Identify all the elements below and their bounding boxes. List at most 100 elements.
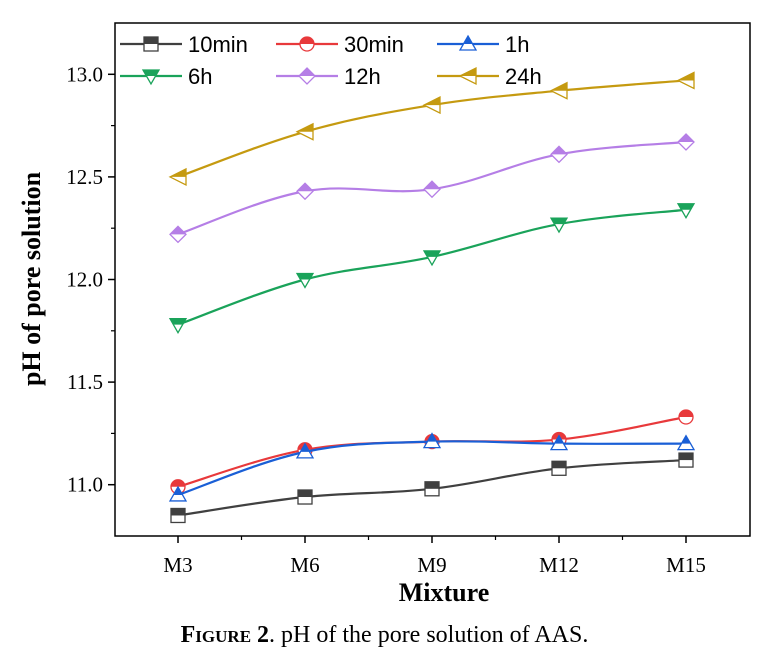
marker-fill <box>171 479 185 487</box>
y-axis-title: pH of pore solution <box>17 171 46 386</box>
series-line-30min <box>177 415 687 488</box>
x-tick-label: M6 <box>290 553 319 577</box>
marker-fill <box>424 250 440 257</box>
y-tick-label: 12.0 <box>66 268 103 292</box>
x-axis: M3 M6 M9 M12 M15 <box>163 536 706 577</box>
marker-fill <box>679 453 693 461</box>
data-point-6h <box>168 317 188 334</box>
marker-fill <box>551 82 567 91</box>
legend-item-1h: 1h <box>437 32 529 57</box>
marker-fill <box>170 226 186 235</box>
data-point-12h <box>677 133 695 151</box>
series-line-24h <box>177 79 687 178</box>
marker-fill <box>297 273 313 280</box>
data-point-6h <box>676 203 696 220</box>
data-point-10min <box>297 489 313 505</box>
marker-fill <box>424 181 440 190</box>
marker-fill <box>171 508 185 516</box>
data-point-24h <box>676 71 695 90</box>
marker-fill <box>679 409 693 417</box>
legend-label: 12h <box>344 64 381 89</box>
chart: 11.0 11.5 12.0 12.5 13.0 M3 M6 M9 M12 M15 10min 3… <box>17 22 751 607</box>
series-line-6h <box>177 208 687 326</box>
figure-label: Figure 2 <box>180 622 270 648</box>
data-point-6h <box>295 272 315 289</box>
legend-label: 10min <box>188 32 248 57</box>
legend-item-24h: 24h <box>437 64 542 89</box>
marker-fill <box>170 168 186 177</box>
caption-text: . pH of the pore solution of AAS. <box>269 622 589 648</box>
marker-fill <box>300 37 314 44</box>
data-point-24h <box>549 81 568 100</box>
marker-fill <box>552 461 566 469</box>
legend-marker <box>298 67 316 85</box>
series-layer <box>168 71 696 524</box>
marker-fill <box>143 70 159 76</box>
legend-marker <box>458 34 478 51</box>
y-tick-label: 11.0 <box>67 473 103 497</box>
marker-fill <box>299 68 315 76</box>
x-tick-label: M9 <box>417 553 446 577</box>
y-axis: 11.0 11.5 12.0 12.5 13.0 <box>66 62 115 497</box>
marker-fill <box>297 183 313 192</box>
legend-label: 30min <box>344 32 404 57</box>
marker-fill <box>551 218 567 225</box>
marker-fill <box>170 318 186 325</box>
x-axis-title: Mixture <box>399 578 490 607</box>
data-point-24h <box>295 122 314 141</box>
legend: 10min 30min 1h 6h 12h 24h <box>120 32 542 89</box>
data-point-12h <box>550 145 568 164</box>
y-tick-label: 13.0 <box>66 62 103 86</box>
marker-fill <box>301 443 309 452</box>
marker-fill <box>678 134 694 143</box>
data-point-1h <box>295 442 315 459</box>
y-tick-label: 12.5 <box>66 165 103 189</box>
data-point-12h <box>169 225 187 244</box>
marker-fill <box>425 481 439 489</box>
legend-item-12h: 12h <box>276 64 381 89</box>
data-point-10min <box>551 460 567 476</box>
x-tick-label: M3 <box>163 553 192 577</box>
marker-fill <box>678 72 694 81</box>
legend-marker <box>143 36 159 52</box>
data-point-24h <box>422 96 441 115</box>
data-point-6h <box>422 250 442 267</box>
marker-fill <box>551 146 567 155</box>
legend-label: 6h <box>188 64 212 89</box>
data-point-6h <box>549 217 569 234</box>
marker-fill <box>298 490 312 498</box>
legend-label: 1h <box>505 32 529 57</box>
marker-fill <box>678 203 694 210</box>
data-point-1h <box>549 434 569 451</box>
data-point-12h <box>423 180 441 199</box>
legend-marker <box>458 66 477 86</box>
data-point-10min <box>424 481 440 497</box>
data-point-10min <box>678 452 694 468</box>
x-tick-label: M15 <box>666 553 706 577</box>
data-point-30min <box>170 479 186 495</box>
marker-fill <box>424 97 440 106</box>
marker-fill <box>174 486 182 495</box>
figure-caption: Figure 2. pH of the pore solution of AAS… <box>0 622 769 649</box>
data-point-30min <box>678 409 694 425</box>
data-point-1h <box>422 432 442 449</box>
x-tick-label: M12 <box>539 553 579 577</box>
marker-fill <box>144 37 158 44</box>
marker-fill <box>464 36 472 44</box>
legend-item-6h: 6h <box>120 64 212 89</box>
data-point-12h <box>296 182 314 201</box>
legend-marker <box>141 69 161 86</box>
data-point-24h <box>168 167 187 186</box>
data-point-1h <box>676 434 696 451</box>
legend-item-10min: 10min <box>120 32 248 57</box>
marker-fill <box>297 123 313 132</box>
marker-fill <box>555 435 563 444</box>
y-tick-label: 11.5 <box>67 370 103 394</box>
legend-label: 24h <box>505 64 542 89</box>
legend-marker <box>299 36 315 52</box>
marker-fill <box>682 435 690 444</box>
data-point-10min <box>170 507 186 524</box>
marker-fill <box>428 433 436 442</box>
marker-fill <box>460 68 476 76</box>
plot-frame <box>114 22 751 537</box>
